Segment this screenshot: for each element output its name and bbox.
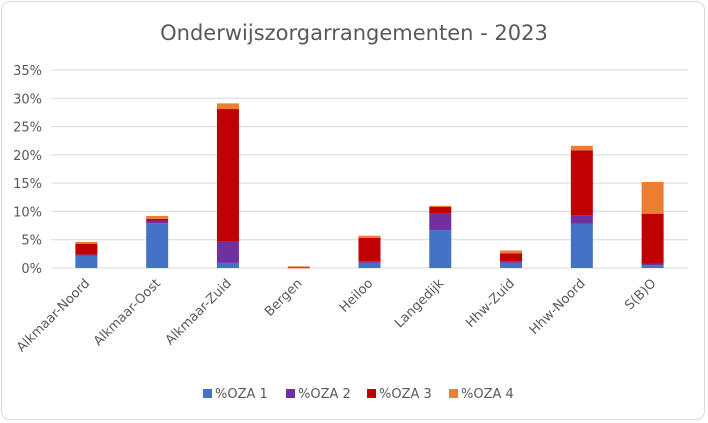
bar-segment: [146, 215, 169, 219]
bar-segment: [429, 205, 452, 207]
bar-segment: [500, 262, 523, 268]
legend-swatch: [449, 389, 458, 398]
legend-label: %OZA 1: [215, 387, 268, 402]
bar-segment: [358, 261, 381, 263]
bar-segment: [641, 263, 664, 266]
bar-segment: [358, 238, 381, 262]
y-tick-label: 20%: [13, 149, 42, 164]
x-tick-label: S(B)O: [622, 276, 659, 313]
legend-swatch: [203, 389, 212, 398]
legend-label: %OZA 2: [298, 387, 351, 402]
bar-segment: [570, 215, 593, 224]
bar-segment: [570, 150, 593, 216]
bar-segment: [641, 265, 664, 268]
bar-segment: [570, 223, 593, 268]
bar-segment: [287, 266, 310, 268]
bar-segment: [216, 109, 239, 242]
bar-segment: [641, 182, 664, 214]
legend-label: %OZA 3: [379, 387, 432, 402]
legend-swatch: [286, 389, 295, 398]
bar-segment: [570, 145, 593, 151]
bar-segment: [641, 213, 664, 264]
bar-segment: [75, 255, 98, 268]
bar-segment: [216, 103, 239, 110]
x-tick-label: Hhw-Zuid: [463, 276, 518, 331]
x-tick-label: Hhw-Noord: [527, 276, 589, 338]
y-tick-label: 35%: [13, 64, 42, 79]
legend-swatch: [367, 389, 376, 398]
y-tick-label: 25%: [13, 121, 42, 136]
bar-segment: [75, 254, 98, 256]
y-tick-label: 10%: [13, 205, 42, 220]
bar-segment: [216, 241, 239, 263]
bar-segment: [146, 218, 169, 221]
y-tick-label: 5%: [21, 234, 42, 249]
bar-segment: [500, 250, 523, 254]
x-tick-label: Bergen: [262, 276, 306, 320]
x-tick-label: Alkmaar-Oost: [91, 276, 164, 349]
y-axis-ticks: 0% 5% 10% 15% 20% 25% 30% 35%: [13, 64, 42, 277]
x-tick-label: Langedijk: [392, 276, 447, 331]
bar-segment: [146, 220, 169, 224]
y-tick-label: 15%: [13, 177, 42, 192]
bar-segment: [75, 243, 98, 255]
bar-segment: [287, 267, 310, 269]
bar-segment: [358, 235, 381, 239]
bar-segment: [429, 230, 452, 268]
bar-segment: [429, 213, 452, 231]
legend-label: %OZA 4: [461, 387, 514, 402]
bar-segment: [75, 241, 98, 244]
y-tick-label: 0%: [21, 262, 42, 277]
bar-segment: [146, 223, 169, 268]
legend: %OZA 1 %OZA 2 %OZA 3 %OZA 4: [203, 387, 514, 402]
x-tick-label: Heiloo: [337, 276, 377, 316]
x-tick-label: Alkmaar-Noord: [14, 276, 93, 355]
y-tick-label: 30%: [13, 92, 42, 107]
bar-segment: [216, 262, 239, 268]
bar-segment: [429, 206, 452, 214]
chart-title: Onderwijszorgarrangementen - 2023: [160, 21, 548, 45]
bars: [75, 103, 664, 269]
bar-segment: [500, 261, 523, 263]
bar-segment: [500, 253, 523, 262]
x-tick-label: Alkmaar-Zuid: [163, 276, 235, 348]
bar-segment: [358, 262, 381, 268]
